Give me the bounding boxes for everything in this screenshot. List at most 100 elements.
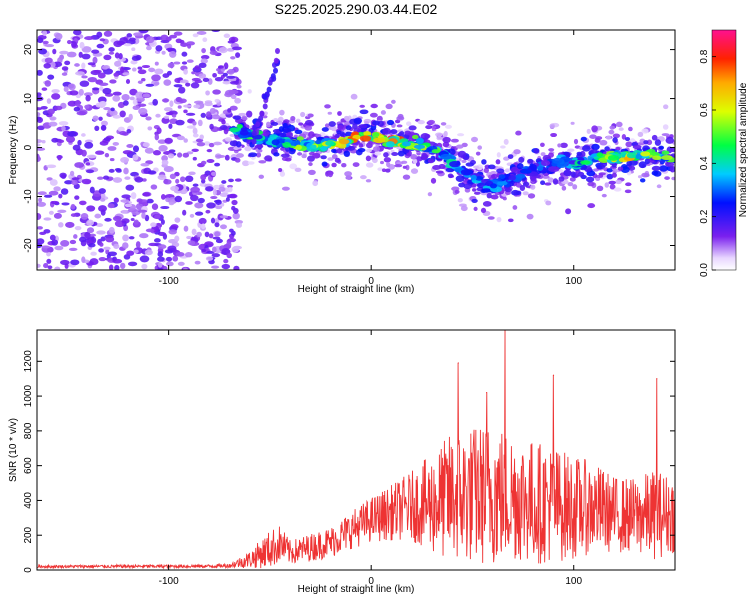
spectrogram-cell xyxy=(296,136,304,141)
spectrogram-cell xyxy=(587,203,596,209)
spectrogram-cell xyxy=(255,144,264,149)
spectrogram-cell xyxy=(279,109,285,116)
spectrogram-cell xyxy=(281,186,290,191)
spectrogram-cell xyxy=(380,110,386,115)
spectrogram-cell xyxy=(231,246,240,253)
spectrogram-cell xyxy=(97,72,106,79)
spectrogram-cell xyxy=(89,233,97,237)
x-tick-label: 100 xyxy=(565,276,582,287)
y-tick-label: 0 xyxy=(23,144,34,150)
spectrogram-cell xyxy=(115,169,122,173)
spectrogram-cell xyxy=(202,37,208,43)
spectrogram-cell xyxy=(592,168,599,172)
spectrogram-cell xyxy=(408,125,417,131)
spectrogram-cell xyxy=(70,259,80,266)
spectrogram-cell xyxy=(443,130,448,137)
spectrogram-cell xyxy=(71,180,78,186)
spectrogram-cell xyxy=(155,45,163,52)
spectrogram-cell xyxy=(251,130,257,137)
y-tick-label: 200 xyxy=(23,526,34,543)
spectrogram-cell xyxy=(67,100,77,107)
spectrogram-cell xyxy=(309,144,317,150)
spectrogram-cell xyxy=(212,89,221,95)
spectrogram-cell xyxy=(37,191,47,196)
spectrogram-cell xyxy=(107,251,117,257)
x-tick-label: -100 xyxy=(159,576,179,587)
spectrogram-cell xyxy=(346,145,356,151)
spectrogram-cell xyxy=(179,79,189,84)
spectrogram-cell xyxy=(161,155,168,162)
spectrogram-cell xyxy=(432,165,442,170)
spectrogram-cell xyxy=(360,175,367,180)
spectrogram-cell xyxy=(37,37,44,44)
spectrogram-cell xyxy=(399,138,409,143)
spectrogram-cell xyxy=(152,98,159,106)
spectrogram-cell xyxy=(192,183,199,187)
spectrogram-cell xyxy=(113,72,120,77)
spectrogram-cell xyxy=(241,115,248,121)
spectrogram-cell xyxy=(454,189,460,194)
spectrogram-cell xyxy=(656,184,662,189)
spectrogram-cell xyxy=(57,209,67,213)
spectrogram-cell xyxy=(510,166,519,174)
spectrogram-cell xyxy=(331,125,337,132)
spectrogram-cell xyxy=(606,168,613,173)
spectrogram-cell xyxy=(126,144,134,148)
spectrogram-cell xyxy=(570,171,576,178)
spectrogram-cell xyxy=(79,41,85,49)
spectrogram-cell xyxy=(487,164,496,170)
spectrogram-y-ticks: -20 -10 0 10 20 xyxy=(23,44,675,253)
spectrogram-cell xyxy=(205,209,211,214)
spectrogram-cell xyxy=(283,128,292,133)
spectrogram-cell xyxy=(108,226,115,234)
spectrogram-cell xyxy=(397,150,405,157)
spectrogram-cell xyxy=(658,145,665,150)
spectrogram-cell xyxy=(289,163,298,170)
spectrogram-cell xyxy=(295,118,301,123)
spectrogram-cell xyxy=(540,180,546,186)
spectrogram-cell xyxy=(208,233,214,239)
spectrogram-cell xyxy=(120,66,125,74)
spectrogram-cell xyxy=(169,100,174,108)
spectrogram-cell xyxy=(99,242,104,247)
spectrogram-cell xyxy=(59,172,67,179)
spectrogram-cell xyxy=(228,178,234,183)
spectrogram-cell xyxy=(374,151,382,156)
spectrogram-cell xyxy=(471,198,478,203)
spectrogram-cell xyxy=(427,192,433,197)
snr-panel: -100 0 100 0 200 400 600 800 1000 1200 Height of… xyxy=(8,329,676,595)
spectrogram-cell xyxy=(352,162,360,167)
spectrogram-cell xyxy=(504,187,512,193)
spectrogram-cell xyxy=(98,257,107,262)
spectrogram-cell xyxy=(218,65,224,69)
spectrogram-cell xyxy=(372,146,381,152)
spectrogram-cell xyxy=(358,124,368,129)
spectrogram-cell xyxy=(65,221,75,228)
spectrogram-cell xyxy=(162,73,170,79)
spectrogram-cell xyxy=(205,256,214,261)
spectrogram-cell xyxy=(206,159,215,163)
spectrogram-cell xyxy=(138,30,149,34)
spectrogram-cell xyxy=(52,48,57,55)
spectrogram-cell xyxy=(294,129,303,135)
snr-y-ticks: 0 200 400 600 800 1000 1200 xyxy=(23,350,675,573)
spectrogram-cell xyxy=(137,209,148,213)
spectrogram-cell xyxy=(475,151,481,156)
spectrogram-cell xyxy=(194,65,200,70)
spectrogram-cell xyxy=(638,161,647,169)
spectrogram-cell xyxy=(651,165,661,172)
spectrogram-cell xyxy=(174,195,183,203)
spectrogram-cell xyxy=(477,145,483,150)
spectrogram-cell xyxy=(123,100,129,106)
spectrogram-cell xyxy=(43,194,53,198)
spectrogram-cell xyxy=(530,164,537,171)
spectrogram-cell xyxy=(211,246,217,253)
spectrogram-cell xyxy=(223,128,229,135)
spectrogram-cell xyxy=(117,101,125,109)
spectrogram-cell xyxy=(377,167,384,171)
spectrogram-cell xyxy=(239,129,249,136)
spectrogram-cell xyxy=(651,134,658,141)
spectrogram-cell xyxy=(572,184,578,190)
spectrogram-cell xyxy=(345,125,352,131)
spectrogram-cell xyxy=(406,121,412,127)
